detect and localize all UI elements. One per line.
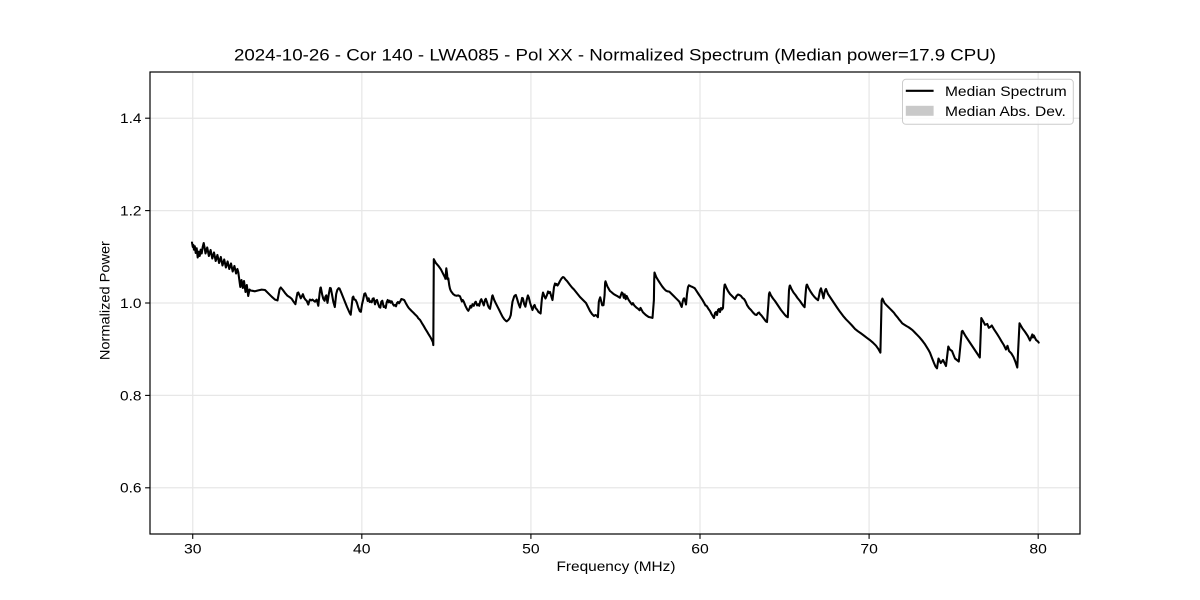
- svg-text:Median Spectrum: Median Spectrum: [945, 83, 1067, 99]
- svg-text:Median Abs. Dev.: Median Abs. Dev.: [945, 103, 1066, 119]
- svg-text:1.4: 1.4: [120, 110, 142, 126]
- svg-text:50: 50: [522, 541, 540, 557]
- svg-text:80: 80: [1029, 541, 1047, 557]
- svg-text:70: 70: [860, 541, 878, 557]
- svg-text:60: 60: [691, 541, 709, 557]
- svg-text:Frequency (MHz): Frequency (MHz): [557, 558, 676, 574]
- svg-text:40: 40: [353, 541, 371, 557]
- svg-text:30: 30: [184, 541, 202, 557]
- svg-text:1.0: 1.0: [120, 295, 142, 311]
- svg-text:1.2: 1.2: [120, 203, 142, 219]
- svg-text:2024-10-26 - Cor 140 - LWA085: 2024-10-26 - Cor 140 - LWA085 - Pol XX -…: [234, 46, 996, 65]
- svg-text:Normalized Power: Normalized Power: [97, 241, 113, 360]
- svg-text:0.8: 0.8: [120, 387, 142, 403]
- svg-text:0.6: 0.6: [120, 480, 142, 496]
